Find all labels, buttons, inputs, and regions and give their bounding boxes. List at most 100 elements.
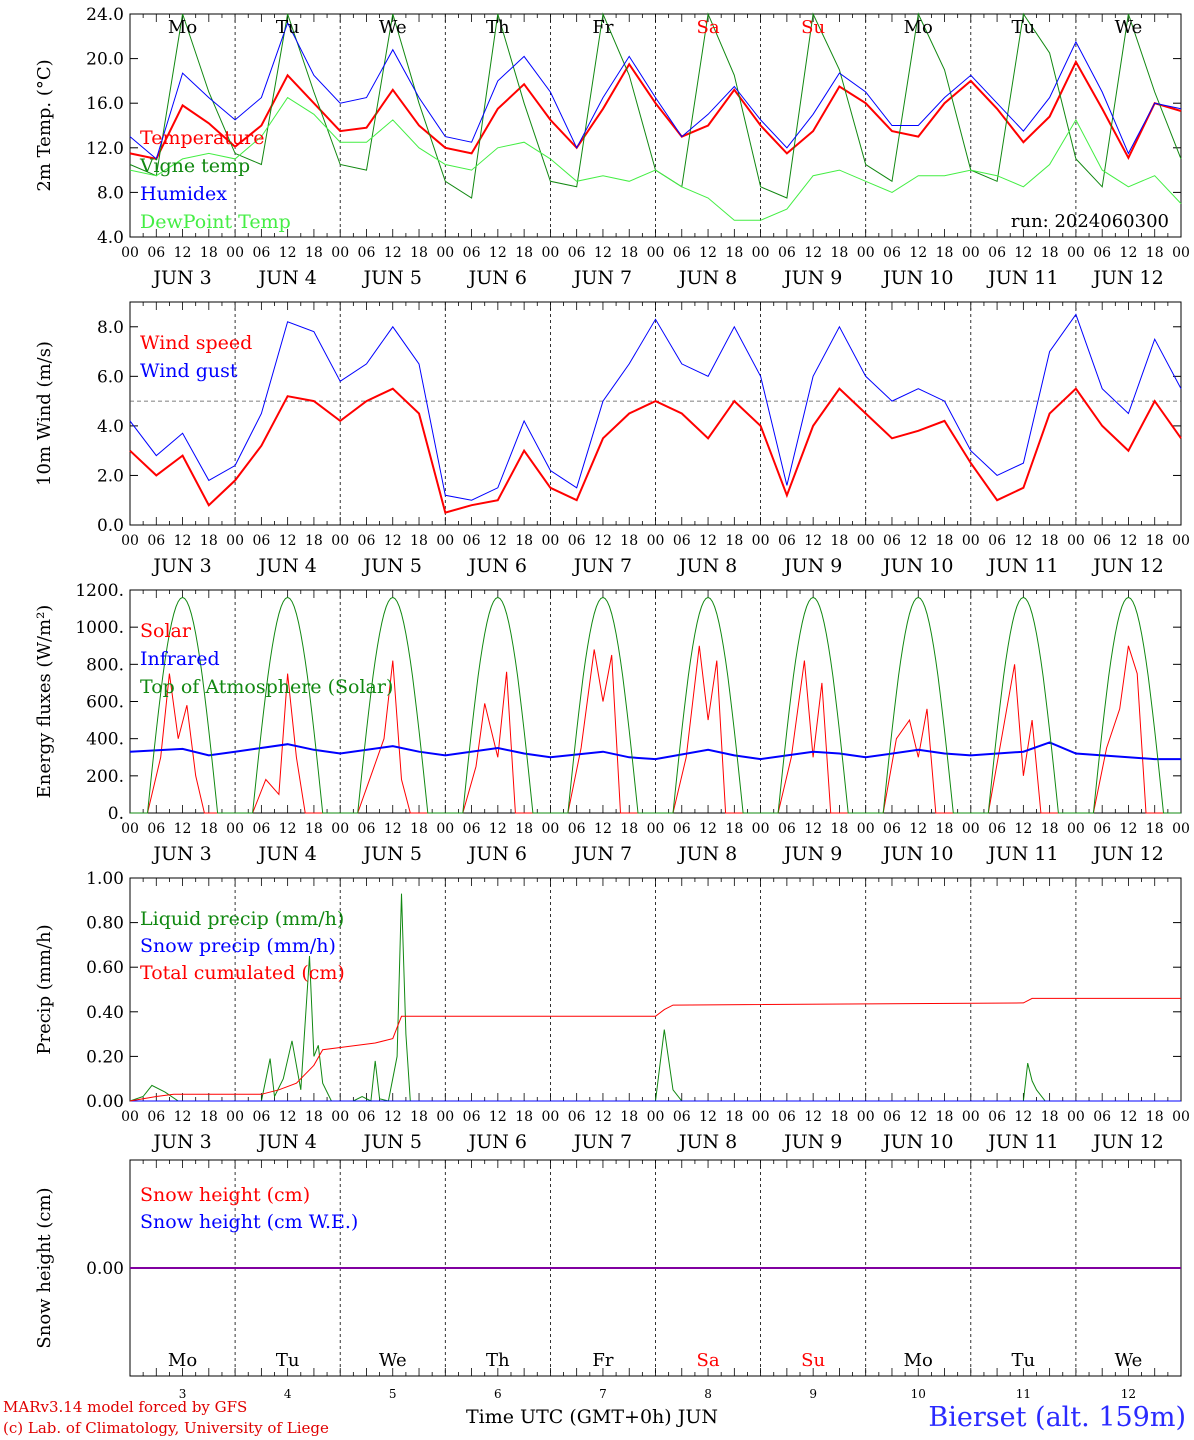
hour-tick-label: 06 xyxy=(463,245,481,261)
hour-tick-label: 12 xyxy=(384,821,402,837)
weekday-label: Su xyxy=(801,17,825,38)
hour-tick-label: 06 xyxy=(252,1109,270,1125)
hour-tick-label: 18 xyxy=(936,1109,954,1125)
legend-entry: Snow precip (mm/h) xyxy=(140,935,336,957)
y-tick-label: 8.0 xyxy=(97,183,124,203)
hour-tick-label: 00 xyxy=(541,245,559,261)
hour-tick-label: 06 xyxy=(988,821,1006,837)
hour-tick-label: 12 xyxy=(804,821,822,837)
hour-tick-label: 06 xyxy=(1093,245,1111,261)
hour-tick-label: 00 xyxy=(226,533,244,549)
plot-frame xyxy=(129,301,1182,526)
hour-tick-label: 06 xyxy=(778,1109,796,1125)
date-label: JUN 7 xyxy=(572,843,632,865)
hour-tick-label: 12 xyxy=(174,533,192,549)
date-label: JUN 4 xyxy=(256,1131,316,1153)
hour-tick-label: 12 xyxy=(384,533,402,549)
hour-tick-label: 06 xyxy=(778,245,796,261)
weekday-label: We xyxy=(1115,17,1143,38)
hour-tick-label: 06 xyxy=(673,1109,691,1125)
date-label: JUN 4 xyxy=(256,843,316,865)
series-line xyxy=(129,997,1181,1102)
hour-tick-label: 18 xyxy=(831,533,849,549)
y-tick-label: 600. xyxy=(86,693,124,713)
hour-tick-label: 06 xyxy=(252,533,270,549)
date-label: JUN 6 xyxy=(467,843,527,865)
hour-tick-label: 18 xyxy=(1041,533,1059,549)
date-label: JUN 8 xyxy=(677,1131,737,1153)
weekday-label: We xyxy=(379,1350,407,1371)
hour-tick-label: 00 xyxy=(226,821,244,837)
y-tick-label: 6.0 xyxy=(97,367,124,387)
hour-tick-label: 12 xyxy=(174,245,192,261)
series-line xyxy=(129,313,1182,501)
hour-tick-label: 12 xyxy=(1120,1109,1138,1125)
hour-tick-label: 06 xyxy=(358,1109,376,1125)
series-line xyxy=(129,741,1181,761)
hour-tick-label: 12 xyxy=(909,821,927,837)
hour-tick-label: 12 xyxy=(279,533,297,549)
hour-tick-label: 12 xyxy=(1120,821,1138,837)
hour-tick-label: 18 xyxy=(620,821,638,837)
hour-tick-label: 00 xyxy=(857,245,875,261)
hour-tick-label: 00 xyxy=(857,821,875,837)
hour-tick-label: 06 xyxy=(778,533,796,549)
weekday-label: Tu xyxy=(1012,1350,1036,1371)
hour-tick-label: 00 xyxy=(752,821,770,837)
day-number-label: 5 xyxy=(389,1387,397,1401)
date-label: JUN 3 xyxy=(151,843,211,865)
date-label: JUN 12 xyxy=(1091,555,1163,577)
weekday-label: Fr xyxy=(592,1350,613,1371)
panel-1: 4.0 8.0 12.0 16.0 20.0 24.0 2m Temp. (°C) Tempe… xyxy=(34,5,1190,289)
hour-tick-label: 06 xyxy=(673,821,691,837)
date-label: JUN 10 xyxy=(881,555,953,577)
hour-tick-label: 12 xyxy=(909,533,927,549)
hour-tick-label: 18 xyxy=(410,821,428,837)
hour-tick-label: 00 xyxy=(857,1109,875,1125)
legend-entry: Humidex xyxy=(140,183,227,205)
hour-tick-label: 12 xyxy=(384,1109,402,1125)
hour-tick-label: 00 xyxy=(226,1109,244,1125)
date-label: JUN 4 xyxy=(256,267,316,289)
hour-tick-label: 12 xyxy=(594,533,612,549)
hour-tick-label: 00 xyxy=(331,533,349,549)
hour-tick-label: 00 xyxy=(752,245,770,261)
date-label: JUN 10 xyxy=(881,843,953,865)
panel-5: 0.00 Snow height (cm) Snow height (cm) Snow… xyxy=(34,1159,1182,1428)
hour-tick-label: 12 xyxy=(699,245,717,261)
date-label: JUN 11 xyxy=(986,843,1058,865)
hour-tick-label: 06 xyxy=(883,821,901,837)
hour-tick-label: 00 xyxy=(647,821,665,837)
hour-tick-label: 06 xyxy=(463,533,481,549)
legend-entry: Wind gust xyxy=(140,360,238,382)
hour-tick-label: 06 xyxy=(988,245,1006,261)
hour-tick-label: 18 xyxy=(410,245,428,261)
panel-2: 0.0 2.0 4.0 6.0 8.0 10m Wind (m/s) Wind speed W… xyxy=(34,301,1190,577)
date-label: JUN 8 xyxy=(677,555,737,577)
y-tick-label: 0.00 xyxy=(86,1259,124,1279)
hour-tick-label: 00 xyxy=(1172,245,1190,261)
credit-model: MARv3.14 model forced by GFS xyxy=(3,1398,248,1416)
y-tick-label: 800. xyxy=(86,655,124,675)
weekday-label: We xyxy=(379,17,407,38)
day-number-label: 4 xyxy=(284,1387,292,1401)
plot-frame xyxy=(129,589,1182,814)
hour-tick-label: 06 xyxy=(252,245,270,261)
hour-tick-label: 06 xyxy=(883,245,901,261)
legend-entry: Temperature xyxy=(140,127,264,149)
y-tick-label: 0. xyxy=(108,804,124,824)
weekday-label: Sa xyxy=(697,17,720,38)
hour-tick-label: 00 xyxy=(331,821,349,837)
hour-tick-label: 00 xyxy=(541,821,559,837)
hour-tick-label: 06 xyxy=(147,1109,165,1125)
hour-tick-label: 06 xyxy=(673,533,691,549)
hour-tick-label: 12 xyxy=(1014,533,1032,549)
y-tick-label: 2.0 xyxy=(97,466,124,486)
y-axis-label: Snow height (cm) xyxy=(34,1187,55,1348)
day-number-label: 7 xyxy=(599,1387,607,1401)
weekday-label: Tu xyxy=(1012,17,1036,38)
hour-tick-label: 00 xyxy=(962,1109,980,1125)
panel-4: 0.00 0.20 0.40 0.60 0.80 1.00 Precip (mm/h) Liq… xyxy=(34,869,1190,1153)
hour-tick-label: 06 xyxy=(358,821,376,837)
hour-tick-label: 06 xyxy=(568,533,586,549)
